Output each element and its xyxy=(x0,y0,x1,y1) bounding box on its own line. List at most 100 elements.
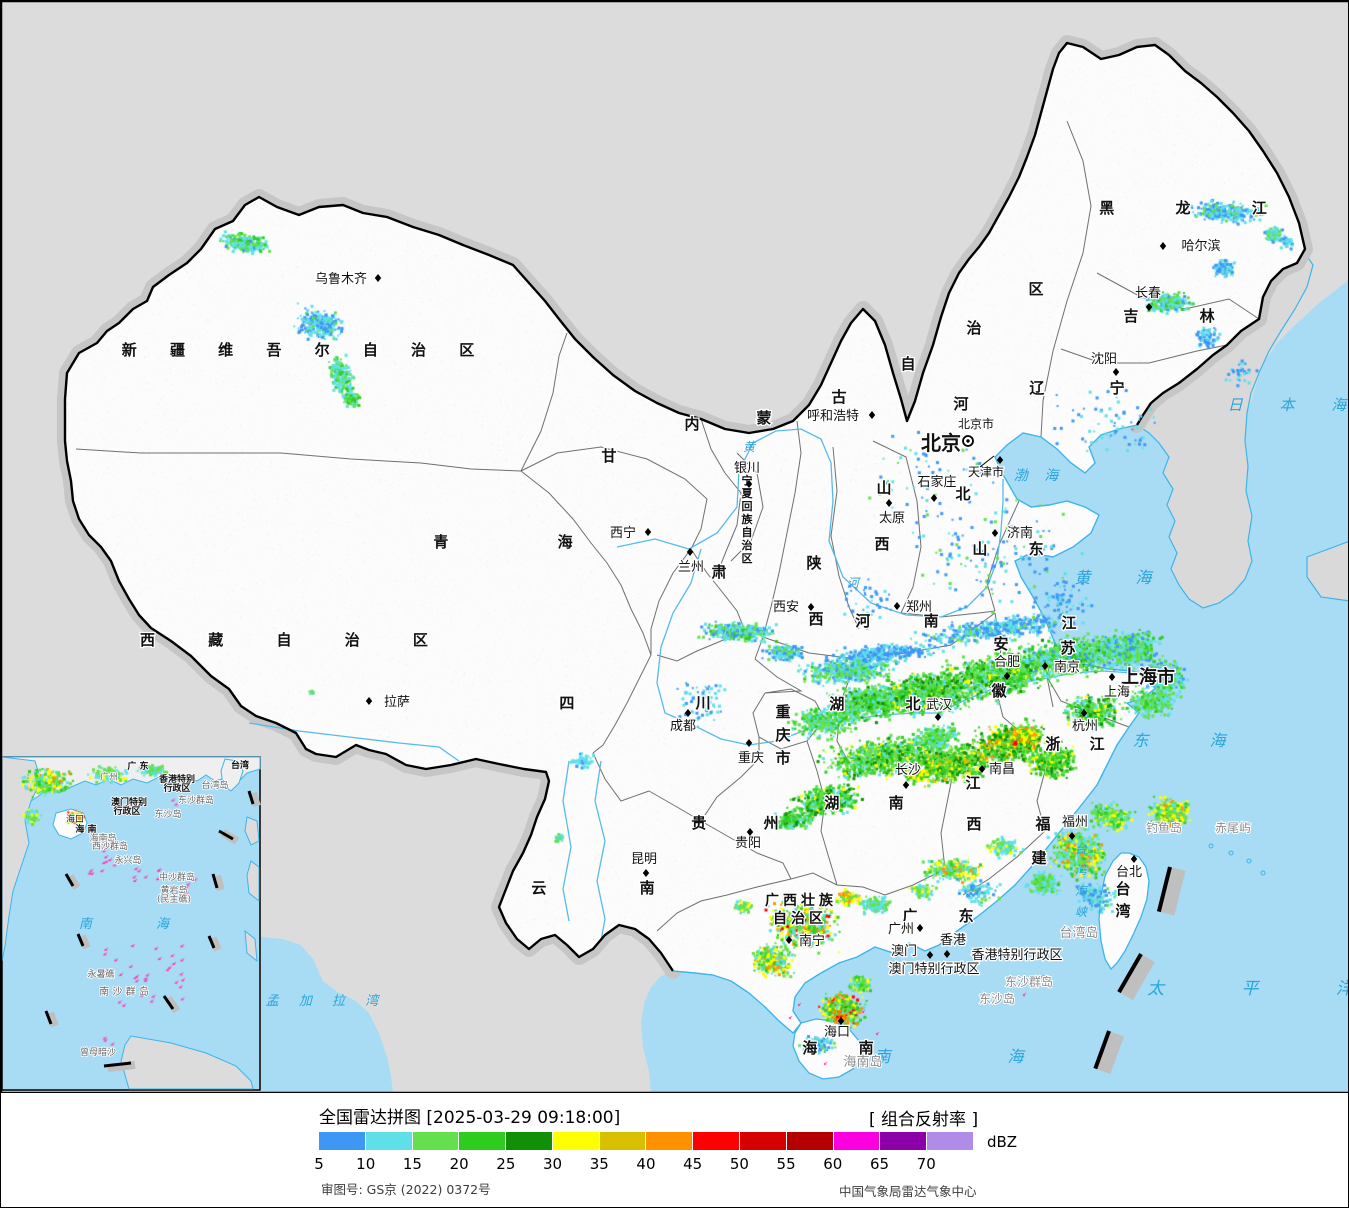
province-label: 湖 南 xyxy=(824,794,925,812)
city-marker xyxy=(930,494,938,502)
city-label: 西宁 xyxy=(610,525,636,541)
legend-color-35 xyxy=(599,1132,647,1150)
inset-label: 台湾 xyxy=(231,759,249,771)
city-label: 香港特别行政区 xyxy=(971,948,1062,963)
inset-label: 海南岛 xyxy=(89,832,116,844)
legend-unit: dBZ xyxy=(987,1133,1018,1151)
city-label: 长春 xyxy=(1135,286,1161,301)
inset-label: 永暑礁 xyxy=(87,968,114,980)
city-label: 北京 xyxy=(921,431,961,455)
legend-color-65 xyxy=(880,1132,928,1150)
city-marker xyxy=(902,781,910,789)
province-label: 四 川 xyxy=(559,694,768,712)
legend-color-55 xyxy=(786,1132,834,1150)
legend-tick: 30 xyxy=(543,1155,563,1173)
province-label: 族 xyxy=(742,512,754,526)
city-label: 昆明 xyxy=(631,852,657,867)
province-label: 吉 林 xyxy=(1123,307,1242,325)
province-label: 西 xyxy=(808,610,823,628)
province-label: 福 xyxy=(1034,815,1050,833)
province-label: 贵 州 xyxy=(691,814,804,832)
city-marker xyxy=(868,411,876,419)
sea-label: 太 平 洋 xyxy=(1147,979,1349,999)
city-marker xyxy=(996,456,1004,464)
legend-tick: 40 xyxy=(636,1155,656,1173)
city-label: 天津市 xyxy=(968,464,1004,479)
legend-tick: 45 xyxy=(683,1155,703,1173)
city-label: 郑州 xyxy=(906,600,932,615)
city-label: 澳门特别行政区 xyxy=(888,961,979,977)
legend-color-25 xyxy=(506,1132,553,1150)
legend-title: 全国雷达拼图 [2025-03-29 09:18:00] xyxy=(319,1108,621,1128)
province-label: 海 南 xyxy=(802,1039,891,1057)
inset-label: 中沙群岛 xyxy=(159,871,195,883)
city-label: 长沙 xyxy=(895,763,921,778)
province-label: 自治区 xyxy=(773,910,827,927)
city-label: 南京 xyxy=(1054,659,1080,675)
inset-label: (民主礁) xyxy=(157,893,191,905)
legend-tick: 15 xyxy=(402,1155,422,1173)
inset-label: 曾母暗沙 xyxy=(80,1046,116,1058)
island-label: 海南岛 xyxy=(843,1054,882,1070)
legend-tick: 50 xyxy=(729,1155,749,1173)
city-marker xyxy=(1112,368,1120,376)
province-label: 治 xyxy=(742,538,753,552)
city-label: 沈阳 xyxy=(1091,352,1117,367)
city-label: 上海市 xyxy=(1121,666,1175,688)
city-marker xyxy=(745,739,753,747)
province-label: 区 xyxy=(1028,280,1043,298)
legend-tick: 25 xyxy=(496,1155,516,1173)
legend-tick: 5 xyxy=(314,1155,324,1173)
legend-color-40 xyxy=(646,1132,694,1150)
city-label: 贵阳 xyxy=(735,836,761,851)
inset-label: 永兴岛 xyxy=(114,854,141,866)
city-label: 石家庄 xyxy=(917,474,956,490)
province-label: 陕 xyxy=(806,554,821,572)
city-marker xyxy=(1145,303,1153,311)
province-label: 青 海 xyxy=(433,533,624,551)
legend-color-10 xyxy=(365,1132,413,1150)
inset-label: 澳门特别 xyxy=(111,796,147,808)
province-label: 江 xyxy=(965,774,980,792)
city-label: 澳门 xyxy=(891,943,917,959)
city-marker xyxy=(885,499,893,507)
city-marker xyxy=(978,765,986,773)
city-marker xyxy=(1108,673,1116,681)
city-label: 武汉 xyxy=(926,698,952,713)
island-label: 台湾岛 xyxy=(1059,925,1098,941)
province-label: 肃 xyxy=(711,563,726,581)
province-label: 江 xyxy=(1061,614,1076,632)
sea-label: 东 海 xyxy=(1132,731,1253,750)
province-label: 古 xyxy=(831,388,846,406)
province-label: 重 xyxy=(775,703,790,721)
legend-color-20 xyxy=(459,1132,507,1150)
legend-approval-number: 审图号: GS京 (2022) 0372号 xyxy=(321,1182,491,1197)
city-marker xyxy=(686,548,694,556)
province-label: 西 藏 自 治 区 xyxy=(140,631,452,649)
island-label: 东沙群岛 xyxy=(1005,974,1053,989)
island-label: 赤尾屿 xyxy=(1215,821,1251,835)
province-label: 辽 宁 xyxy=(1029,379,1154,397)
province-label: 台 xyxy=(1115,880,1130,898)
sea-label: 孟 加 拉 湾 xyxy=(266,993,386,1009)
legend-color-70 xyxy=(927,1132,973,1150)
province-label: 甘 xyxy=(601,447,616,465)
inset-label: 广 东 xyxy=(127,760,148,772)
city-label: 合肥 xyxy=(994,655,1020,670)
city-marker xyxy=(1080,709,1088,717)
province-label: 云 南 xyxy=(531,879,698,897)
inset-label: 南 沙 群 岛 xyxy=(99,985,149,998)
province-label: 内 xyxy=(684,415,699,433)
province-label: 安 xyxy=(993,635,1008,653)
province-label: 浙 江 xyxy=(1045,735,1116,753)
legend-org: 中国气象局雷达气象中心 xyxy=(839,1184,977,1199)
province-label: 湾 xyxy=(1115,902,1130,920)
city-label: 成都 xyxy=(670,719,696,734)
city-label: 重庆 xyxy=(738,750,764,766)
province-label: 广西壮族 xyxy=(765,892,837,909)
city-label: 拉萨 xyxy=(384,695,410,710)
inset-label: 行政区 xyxy=(162,782,190,794)
city-marker xyxy=(991,529,999,537)
